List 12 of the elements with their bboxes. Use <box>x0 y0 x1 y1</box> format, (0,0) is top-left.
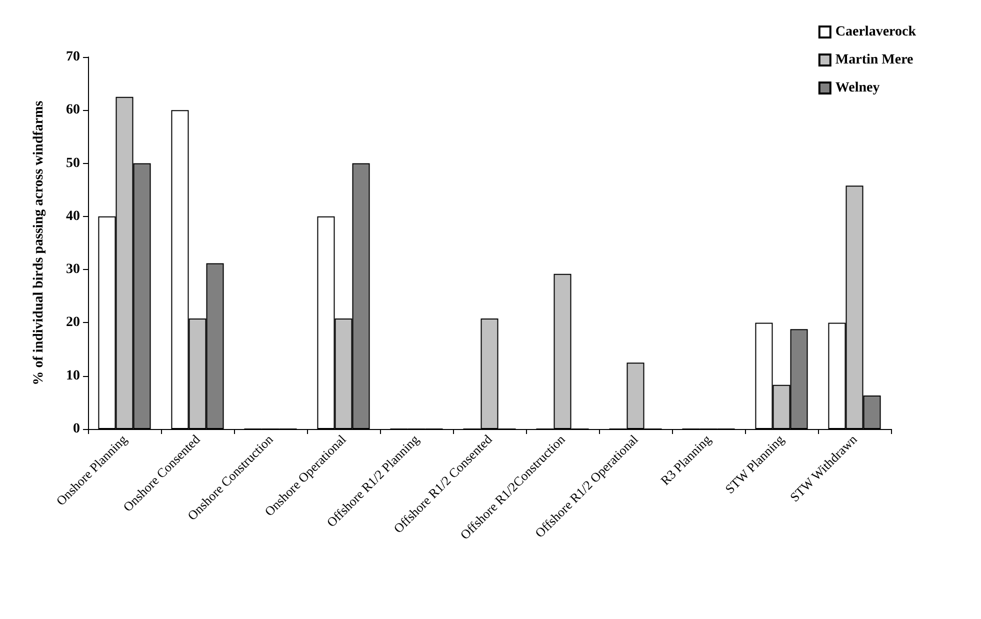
y-tick-label: 30 <box>66 262 80 278</box>
y-tick-label: 0 <box>73 422 80 436</box>
y-tick-label: 70 <box>66 50 80 64</box>
y-axis-title: % of individual birds passing across windfarms <box>32 100 46 386</box>
legend-label: Martin Mere <box>835 52 914 68</box>
y-tick-label: 20 <box>66 315 80 330</box>
y-tick-label: 10 <box>66 368 80 384</box>
legend-label: Welney <box>835 80 880 96</box>
legend-label: Caerlaverock <box>835 24 916 40</box>
y-tick-label: 50 <box>66 156 80 171</box>
y-tick-label: 60 <box>66 102 80 118</box>
y-tick-label: 40 <box>66 208 80 224</box>
